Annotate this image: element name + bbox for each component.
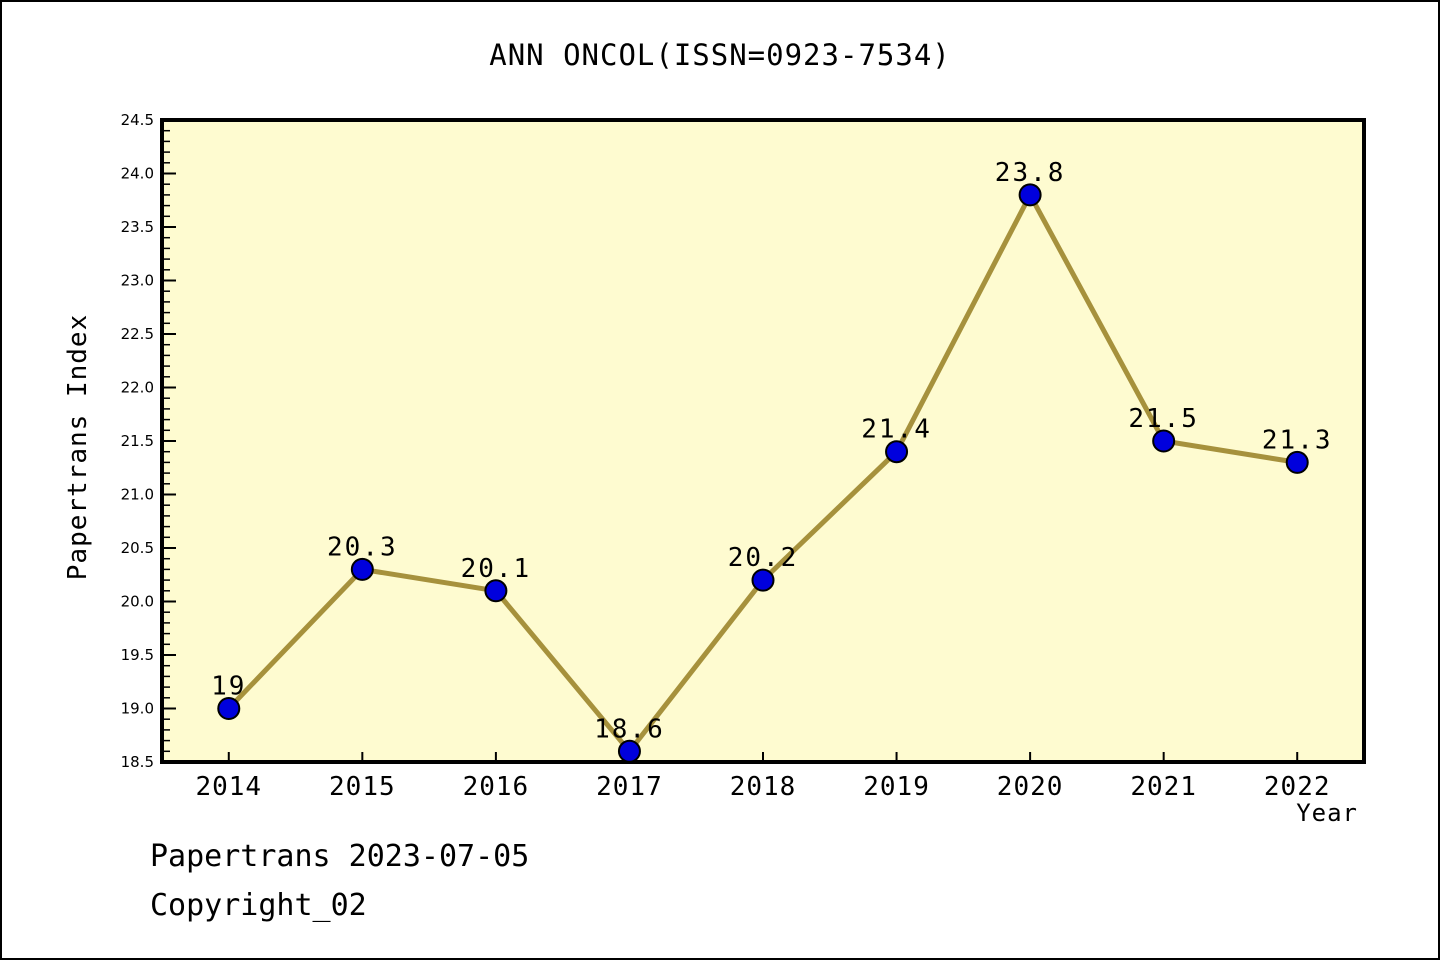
chart-title: ANN ONCOL(ISSN=0923-7534) [489, 38, 951, 72]
y-tick-label: 24.5 [121, 111, 154, 129]
y-tick-label: 19.0 [121, 700, 154, 718]
data-point [617, 739, 641, 763]
data-point-label: 19 [211, 672, 246, 702]
x-tick-label: 2015 [329, 772, 396, 802]
data-point-label: 20.3 [327, 532, 398, 562]
y-tick-label: 22.0 [121, 379, 154, 397]
y-tick-label: 20.0 [121, 593, 154, 611]
data-point [484, 579, 508, 603]
y-tick-label: 23.5 [121, 218, 154, 236]
x-tick-label: 2021 [1130, 772, 1197, 802]
data-point [1285, 450, 1309, 474]
data-point [1152, 429, 1176, 453]
data-point-label: 21.5 [1128, 404, 1199, 434]
data-point-label: 18.6 [594, 714, 665, 744]
y-tick-label: 23.0 [121, 272, 154, 290]
x-tick-label: 2017 [596, 772, 663, 802]
footer-copyright: Copyright_02 [150, 888, 367, 923]
data-point [217, 697, 241, 720]
data-point [350, 557, 374, 581]
data-point-label: 21.3 [1262, 425, 1333, 455]
data-point [751, 568, 775, 592]
data-point [1018, 183, 1042, 207]
y-tick-label: 22.5 [121, 325, 154, 343]
x-tick-label: 2018 [730, 772, 797, 802]
data-point [885, 440, 909, 464]
data-point-label: 20.1 [461, 554, 532, 584]
footer-brand-date: Papertrans 2023-07-05 [150, 839, 530, 874]
data-point-label: 23.8 [995, 158, 1066, 188]
y-tick-label: 24.0 [121, 165, 154, 183]
y-tick-label: 20.5 [121, 539, 154, 557]
x-tick-label: 2014 [195, 772, 262, 802]
x-axis-title: Year [1296, 799, 1358, 827]
x-tick-label: 2019 [863, 772, 930, 802]
y-tick-label: 19.5 [121, 646, 154, 664]
y-tick-label: 21.5 [121, 432, 154, 450]
data-point-label: 20.2 [728, 543, 799, 573]
plot-area [160, 118, 1366, 764]
data-point-label: 21.4 [861, 415, 932, 445]
y-tick-label: 18.5 [121, 753, 154, 771]
x-tick-label: 2022 [1264, 772, 1331, 802]
y-tick-label: 21.0 [121, 486, 154, 504]
x-tick-label: 2016 [463, 772, 530, 802]
x-tick-label: 2020 [997, 772, 1064, 802]
